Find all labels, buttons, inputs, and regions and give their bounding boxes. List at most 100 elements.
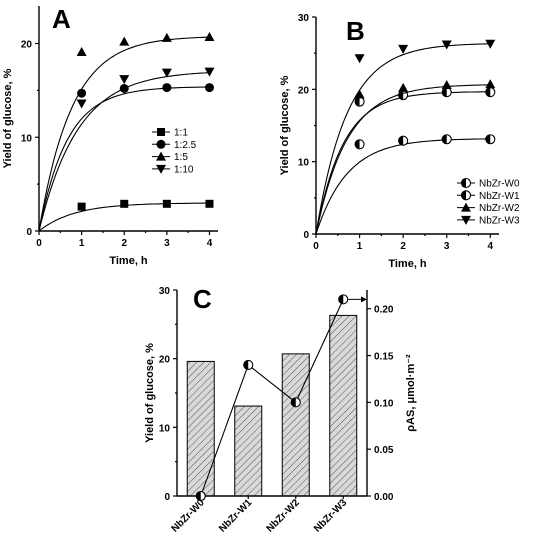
y-axis-label: Yield of glucose, %	[144, 343, 156, 443]
legend-label: 1:2.5	[174, 140, 197, 151]
chart-panel-b: 0 1 2 3 4 0 10 20 30 Time, h Yield of glucose, % B N…	[279, 13, 520, 270]
y2-tick-label: 0.15	[374, 352, 394, 363]
data-point	[77, 88, 87, 98]
bar	[281, 353, 310, 497]
legend-label: 1:5	[174, 152, 188, 163]
legend-label: NbZr-W3	[479, 215, 520, 226]
data-point	[119, 36, 130, 46]
x-tick-label: 1	[79, 238, 85, 249]
data-point	[204, 83, 214, 93]
y-tick-label: 10	[159, 423, 171, 434]
data-point-fill	[398, 90, 404, 100]
x-tick-label: 2	[121, 238, 127, 249]
x-tick-label: 1	[357, 241, 363, 252]
legend-marker-fill	[461, 190, 466, 200]
data-point-fill	[398, 136, 404, 146]
chart-panel-a: 0 1 2 3 4 0 10 20 Time, h Yield of glucose, % A 1:1…	[2, 4, 218, 267]
secondary-series-line	[200, 299, 344, 497]
data-point-fill	[442, 134, 447, 144]
legend-marker	[461, 215, 471, 225]
x-tick-label: 3	[164, 238, 170, 249]
data-point	[119, 75, 130, 85]
legend-marker-fill	[461, 178, 466, 188]
x-tick-label: 4	[207, 238, 213, 249]
secondary-data-point-fill	[196, 491, 201, 501]
secondary-data-point	[338, 294, 349, 305]
data-point	[76, 99, 87, 109]
data-point	[205, 199, 214, 208]
y-tick-label: 0	[26, 227, 32, 238]
secondary-data-point	[195, 490, 206, 502]
x-tick-label: 4	[488, 241, 494, 252]
data-point	[76, 46, 87, 56]
data-point	[398, 82, 409, 92]
data-point-fill	[442, 87, 447, 97]
bar	[186, 360, 215, 497]
y2-tick-label: 0.05	[374, 445, 394, 456]
panel-label: C	[193, 284, 212, 314]
y2-axis-label: ρAS, μmol·m⁻²	[405, 354, 417, 432]
legend-marker	[156, 139, 166, 149]
y2-tick-label: 0.20	[374, 305, 394, 316]
bar	[329, 314, 358, 497]
data-point	[398, 135, 409, 146]
legend-marker	[157, 128, 165, 136]
legend-label: 1:1	[174, 128, 188, 139]
y-tick-label: 10	[298, 158, 310, 169]
x-tick-label: NbZr-W2	[265, 497, 303, 535]
secondary-data-point-fill	[243, 360, 249, 370]
data-point	[485, 134, 496, 145]
series-curve-1	[38, 86, 210, 232]
data-point	[485, 87, 496, 98]
data-point	[441, 134, 452, 145]
legend-marker	[460, 177, 472, 189]
bar	[234, 405, 263, 497]
panel-label: A	[52, 4, 71, 34]
secondary-data-point-fill	[338, 294, 344, 304]
arrow-head	[361, 296, 367, 303]
legend-marker	[156, 164, 166, 174]
x-tick-label: NbZr-W3	[312, 497, 350, 535]
x-tick-label: 3	[444, 241, 450, 252]
y-tick-label: 20	[159, 355, 171, 366]
data-point	[485, 79, 496, 89]
data-point	[354, 89, 365, 99]
data-point	[441, 79, 452, 89]
secondary-data-point-fill	[291, 397, 296, 407]
y-tick-label: 0	[164, 492, 170, 503]
secondary-data-point	[290, 397, 301, 408]
secondary-data-point	[243, 359, 254, 370]
data-point	[398, 44, 409, 54]
y-tick-label: 20	[21, 40, 33, 51]
x-tick-label: NbZr-W1	[217, 497, 255, 535]
legend-marker	[156, 151, 166, 161]
data-point-fill	[355, 97, 360, 107]
series-curve-2	[315, 84, 491, 235]
data-point	[161, 68, 172, 78]
data-point	[204, 67, 215, 77]
legend-marker	[461, 202, 471, 212]
legend-label: 1:10	[174, 164, 194, 175]
legend-label: NbZr-W2	[479, 203, 520, 214]
data-point	[354, 54, 365, 64]
y-tick-label: 30	[159, 286, 171, 297]
panel-label: B	[346, 16, 365, 46]
series-curve-2	[38, 36, 210, 232]
series-curve-3	[315, 43, 491, 235]
y-tick-label: 20	[298, 85, 310, 96]
data-point	[485, 39, 496, 49]
y-tick-label: 10	[21, 133, 33, 144]
x-tick-label: NbZr-W0	[170, 497, 208, 535]
x-tick-label: 0	[36, 238, 42, 249]
y2-tick-label: 0.10	[374, 398, 394, 409]
data-point	[77, 202, 86, 211]
y-tick-label: 30	[298, 13, 310, 24]
data-point-fill	[485, 87, 491, 97]
y-tick-label: 0	[303, 230, 309, 241]
series-curve-3	[38, 72, 210, 232]
y2-tick-label: 0.00	[374, 492, 394, 503]
x-tick-label: 0	[313, 241, 319, 252]
data-point	[162, 199, 171, 208]
